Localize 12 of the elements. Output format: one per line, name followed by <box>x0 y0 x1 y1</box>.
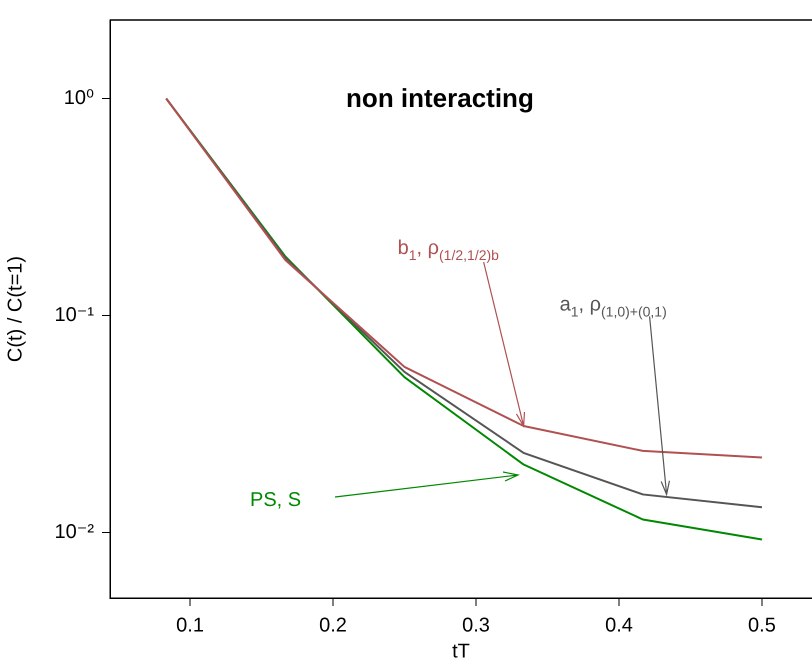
y-tick-label: 10⁻² <box>54 521 94 544</box>
x-tick-label: 0.2 <box>319 614 347 637</box>
x-tick-label: 0.3 <box>462 614 490 637</box>
x-tick-label: 0.1 <box>176 614 204 637</box>
x-tick-label: 0.5 <box>748 614 776 637</box>
y-tick-label: 10⁻¹ <box>54 304 94 326</box>
annotation: PS, S <box>250 489 302 511</box>
text: non interacting <box>346 83 534 114</box>
x-axis-title: tT <box>452 640 470 663</box>
x-tick-label: 0.4 <box>605 614 633 637</box>
y-axis-title: C(t) / C(t=1) <box>4 256 27 362</box>
y-tick-label: 10⁰ <box>64 87 94 110</box>
